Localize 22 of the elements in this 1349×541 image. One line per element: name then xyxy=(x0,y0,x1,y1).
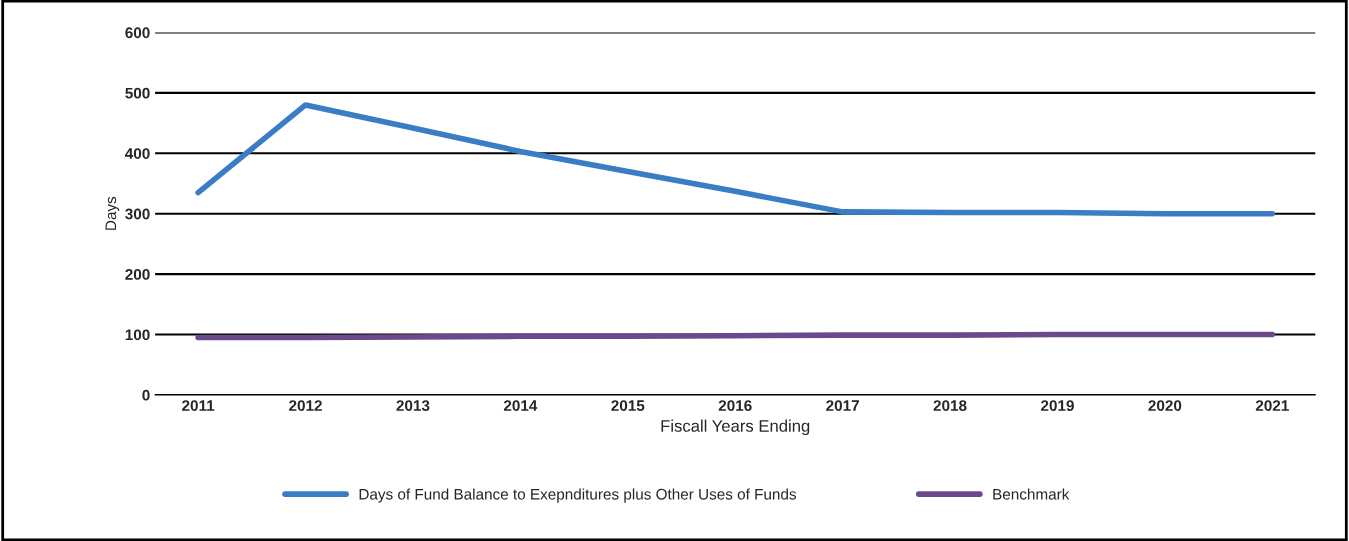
y-axis-title: Days xyxy=(105,196,120,230)
y-tick-label: 400 xyxy=(125,148,150,159)
x-tick-label: 2014 xyxy=(503,400,538,412)
x-tick-label: 2018 xyxy=(933,400,967,412)
x-axis-title: Fiscall Years Ending xyxy=(661,419,810,436)
y-tick-label: 0 xyxy=(142,389,150,401)
y-tick-label: 600 xyxy=(125,27,150,39)
x-tick-label: 2019 xyxy=(1041,400,1074,412)
y-tick-label: 500 xyxy=(125,87,150,99)
x-tick-label: 2016 xyxy=(718,400,752,412)
y-tick-label: 200 xyxy=(125,268,150,280)
x-tick-label: 2012 xyxy=(289,400,322,412)
x-tick-label: 2017 xyxy=(826,400,859,412)
legend-label: Benchmark xyxy=(993,488,1070,500)
x-tick-label: 2020 xyxy=(1148,400,1182,412)
x-tick-label: 2011 xyxy=(182,400,215,412)
y-tick-label: 300 xyxy=(125,208,150,220)
x-tick-label: 2013 xyxy=(396,400,430,412)
legend-label: Days of Fund Balance to Exepnditures plus Other Uses of Funds xyxy=(359,488,797,503)
x-tick-label: 2015 xyxy=(611,400,645,412)
x-tick-label: 2021 xyxy=(1255,400,1289,412)
y-tick-label: 100 xyxy=(125,329,150,341)
